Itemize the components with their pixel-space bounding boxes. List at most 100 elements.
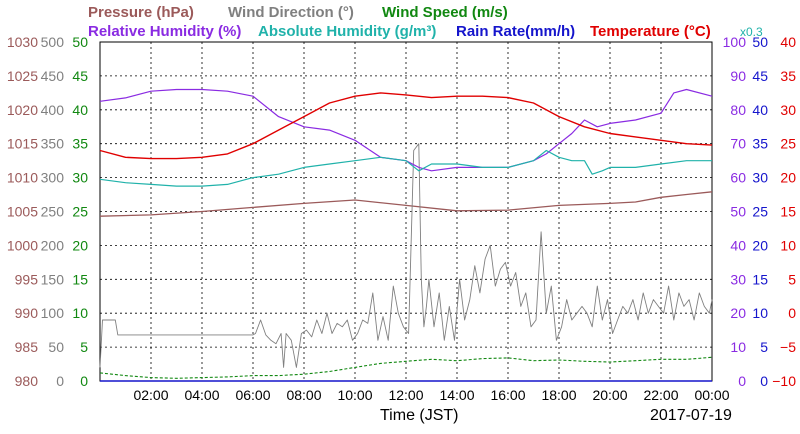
right-tick-rain: 30: [752, 170, 768, 186]
x-axis-label: Time (JST): [380, 407, 459, 424]
left-tick-wind_speed: 10: [72, 305, 88, 321]
x-tick-label: 06:00: [235, 387, 270, 403]
x-tick-label: 08:00: [286, 387, 321, 403]
left-tick-pressure: 1030: [7, 34, 38, 50]
right-tick-rh: 40: [730, 237, 746, 253]
right-tick-rh: 100: [723, 34, 747, 50]
left-tick-wind_dir: 200: [41, 237, 65, 253]
right-tick-temp: 30: [780, 102, 796, 118]
right-tick-rh: 20: [730, 305, 746, 321]
right-tick-temp: 15: [780, 204, 796, 220]
right-tick-rh: 0: [738, 373, 746, 389]
series-ah: [99, 149, 712, 187]
x-tick-label: 18:00: [541, 387, 576, 403]
rain-scale-note: x0.3: [740, 25, 763, 39]
legend-relative-humidity: Relative Humidity (%): [88, 23, 241, 40]
right-tick-rh: 90: [730, 68, 746, 84]
left-tick-pressure: 995: [15, 271, 39, 287]
left-tick-pressure: 990: [15, 305, 39, 321]
right-tick-temp: 40: [780, 34, 796, 50]
left-tick-wind_dir: 400: [41, 102, 65, 118]
left-tick-wind_dir: 100: [41, 305, 65, 321]
right-tick-temp: 0: [788, 305, 796, 321]
chart-date: 2017-07-19: [650, 407, 732, 424]
right-tick-rain: 45: [752, 68, 768, 84]
right-tick-rh: 50: [730, 204, 746, 220]
x-tick-label: 22:00: [643, 387, 678, 403]
legend: Pressure (hPa) Wind Direction (°) Wind S…: [88, 4, 763, 40]
left-tick-pressure: 980: [15, 373, 39, 389]
left-tick-pressure: 1015: [7, 136, 38, 152]
right-tick-rain: 5: [760, 339, 768, 355]
left-tick-wind_speed: 15: [72, 271, 88, 287]
series-wind_speed: [99, 356, 713, 379]
right-tick-rain: 20: [752, 237, 768, 253]
left-tick-wind_speed: 30: [72, 170, 88, 186]
x-tick-label: 14:00: [439, 387, 474, 403]
legend-absolute-humidity: Absolute Humidity (g/m³): [258, 23, 436, 40]
series-temp: [99, 92, 713, 160]
left-tick-wind_dir: 350: [41, 136, 65, 152]
legend-wind-speed: Wind Speed (m/s): [382, 4, 508, 21]
right-tick-rain: 0: [760, 373, 768, 389]
right-tick-rh: 70: [730, 136, 746, 152]
left-tick-wind_speed: 25: [72, 204, 88, 220]
right-tick-rh: 80: [730, 102, 746, 118]
left-tick-wind_speed: 20: [72, 237, 88, 253]
grid: [100, 42, 712, 381]
right-tick-rh: 10: [730, 339, 746, 355]
right-tick-rain: 50: [752, 34, 768, 50]
x-tick-label: 12:00: [388, 387, 423, 403]
right-tick-rain: 35: [752, 136, 768, 152]
x-axis: 02:00 04:00 06:00 08:00 10:00 12:00 14:00 16:00…: [133, 387, 729, 403]
left-tick-wind_speed: 5: [80, 339, 88, 355]
left-tick-wind_dir: 250: [41, 204, 65, 220]
right-tick-rain: 40: [752, 102, 768, 118]
left-tick-wind_dir: 0: [56, 373, 64, 389]
left-tick-wind_dir: 450: [41, 68, 65, 84]
x-tick-label: 20:00: [592, 387, 627, 403]
legend-wind-direction: Wind Direction (°): [228, 4, 354, 21]
series-wind_dir: [99, 143, 713, 368]
left-tick-pressure: 1000: [7, 237, 38, 253]
x-tick-label: 02:00: [133, 387, 168, 403]
right-tick-rh: 30: [730, 271, 746, 287]
left-tick-wind_speed: 45: [72, 68, 88, 84]
right-tick-rain: 25: [752, 204, 768, 220]
legend-pressure: Pressure (hPa): [88, 4, 194, 21]
left-tick-wind_speed: 40: [72, 102, 88, 118]
right-tick-rain: 10: [752, 305, 768, 321]
left-axes: 1030102510201015101010051000995990985980…: [7, 34, 88, 389]
right-tick-temp: 10: [780, 237, 796, 253]
x-tick-label: 16:00: [490, 387, 525, 403]
right-tick-temp: −5: [780, 339, 796, 355]
left-tick-pressure: 1025: [7, 68, 38, 84]
legend-rain-rate: Rain Rate(mm/h): [456, 23, 575, 40]
series-pressure: [99, 191, 713, 217]
legend-row-2: Relative Humidity (%) Absolute Humidity …: [88, 23, 711, 40]
right-tick-temp: 25: [780, 136, 796, 152]
left-tick-pressure: 985: [15, 339, 39, 355]
right-tick-temp: 5: [788, 271, 796, 287]
left-tick-wind_dir: 300: [41, 170, 65, 186]
left-tick-pressure: 1020: [7, 102, 38, 118]
right-tick-temp: 35: [780, 68, 796, 84]
right-tick-temp: 20: [780, 170, 796, 186]
right-tick-rain: 15: [752, 271, 768, 287]
left-tick-wind_speed: 50: [72, 34, 88, 50]
right-axes: 1009080706050403020100504540353025201510…: [723, 34, 797, 389]
left-tick-wind_dir: 150: [41, 271, 65, 287]
left-tick-wind_speed: 35: [72, 136, 88, 152]
left-tick-wind_speed: 0: [80, 373, 88, 389]
right-tick-temp: −10: [772, 373, 796, 389]
left-tick-wind_dir: 50: [48, 339, 64, 355]
legend-temperature: Temperature (°C): [590, 23, 711, 40]
legend-row-1: Pressure (hPa) Wind Direction (°) Wind S…: [88, 4, 508, 21]
x-tick-label: 04:00: [184, 387, 219, 403]
left-tick-pressure: 1005: [7, 204, 38, 220]
left-tick-pressure: 1010: [7, 170, 38, 186]
x-tick-label: 00:00: [694, 387, 729, 403]
left-tick-wind_dir: 500: [41, 34, 65, 50]
right-tick-rh: 60: [730, 170, 746, 186]
